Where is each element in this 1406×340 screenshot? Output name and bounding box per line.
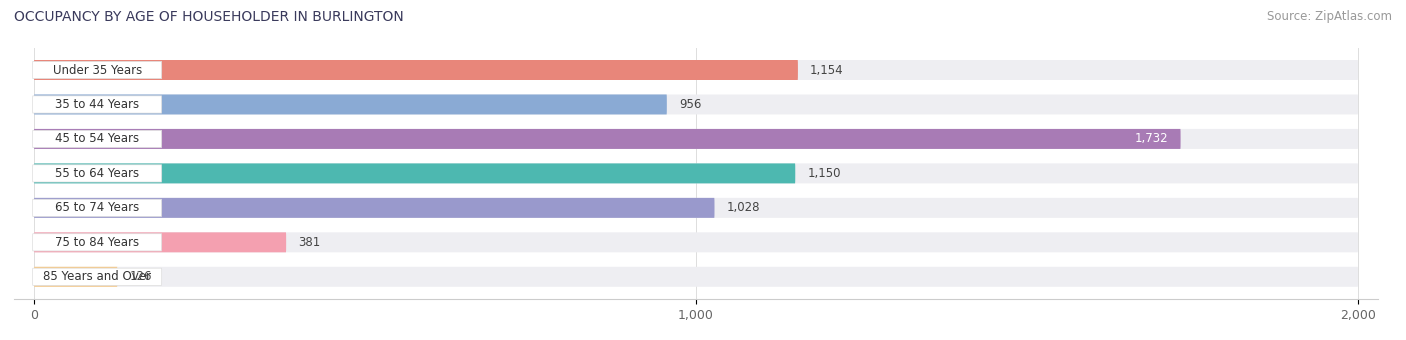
Text: 1,732: 1,732 [1135,133,1168,146]
FancyBboxPatch shape [34,164,796,183]
FancyBboxPatch shape [32,62,162,79]
Text: 126: 126 [129,270,152,283]
FancyBboxPatch shape [34,267,117,287]
Text: 1,150: 1,150 [807,167,841,180]
FancyBboxPatch shape [34,232,1358,252]
Text: 381: 381 [298,236,321,249]
FancyBboxPatch shape [34,267,1358,287]
Text: Source: ZipAtlas.com: Source: ZipAtlas.com [1267,10,1392,23]
FancyBboxPatch shape [34,198,714,218]
Text: 65 to 74 Years: 65 to 74 Years [55,201,139,214]
Text: 45 to 54 Years: 45 to 54 Years [55,133,139,146]
FancyBboxPatch shape [34,95,1358,115]
Text: 1,154: 1,154 [810,64,844,76]
FancyBboxPatch shape [32,96,162,113]
FancyBboxPatch shape [34,60,799,80]
Text: 35 to 44 Years: 35 to 44 Years [55,98,139,111]
FancyBboxPatch shape [32,199,162,217]
FancyBboxPatch shape [32,268,162,285]
Text: 75 to 84 Years: 75 to 84 Years [55,236,139,249]
Text: OCCUPANCY BY AGE OF HOUSEHOLDER IN BURLINGTON: OCCUPANCY BY AGE OF HOUSEHOLDER IN BURLI… [14,10,404,24]
FancyBboxPatch shape [34,60,1358,80]
FancyBboxPatch shape [32,165,162,182]
FancyBboxPatch shape [34,232,287,252]
FancyBboxPatch shape [32,130,162,148]
FancyBboxPatch shape [32,234,162,251]
Text: 1,028: 1,028 [727,201,759,214]
Text: 956: 956 [679,98,702,111]
Text: 85 Years and Over: 85 Years and Over [44,270,152,283]
Text: Under 35 Years: Under 35 Years [52,64,142,76]
Text: 55 to 64 Years: 55 to 64 Years [55,167,139,180]
FancyBboxPatch shape [34,129,1181,149]
FancyBboxPatch shape [34,95,666,115]
FancyBboxPatch shape [34,164,1358,183]
FancyBboxPatch shape [34,129,1358,149]
FancyBboxPatch shape [34,198,1358,218]
